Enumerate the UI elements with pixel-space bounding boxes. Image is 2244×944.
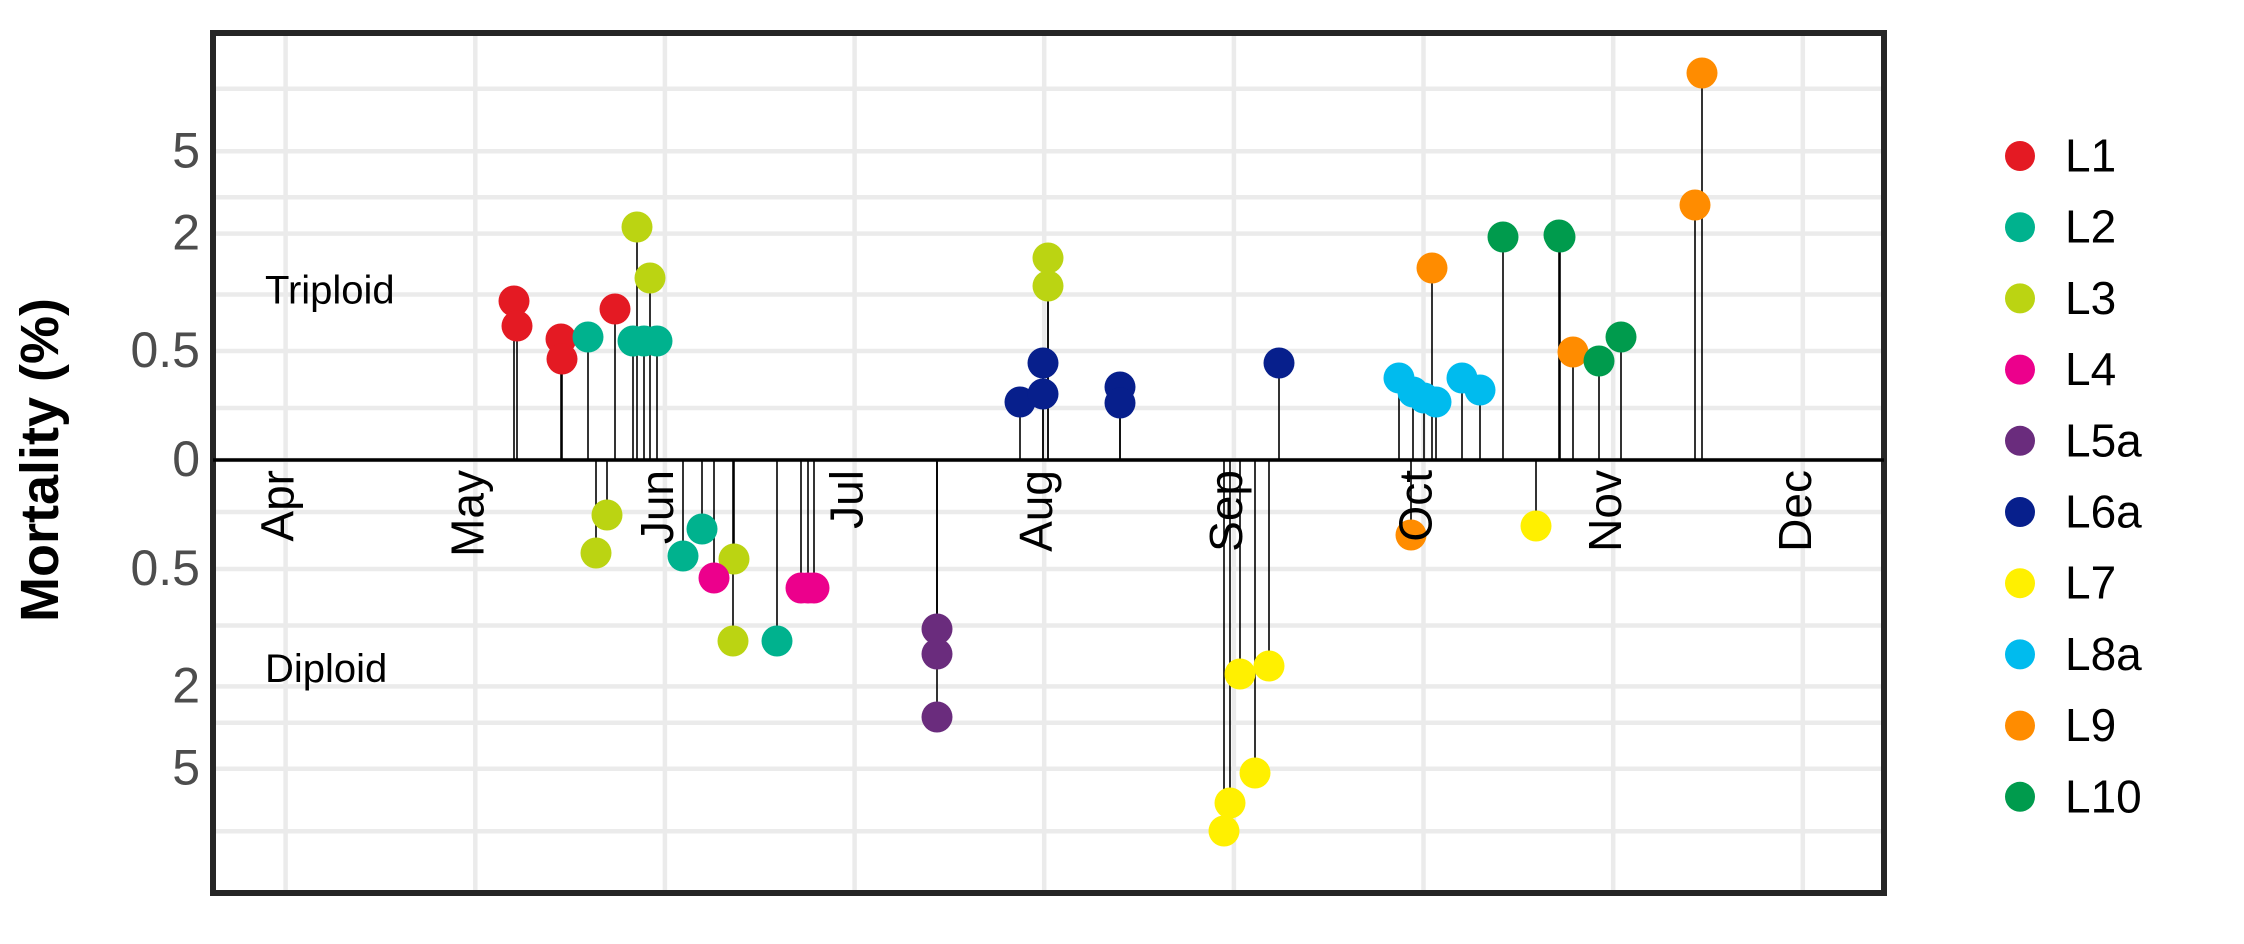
svg-text:0.5: 0.5 [130,540,200,596]
svg-text:L1: L1 [2065,130,2116,182]
svg-text:Jun: Jun [631,470,683,544]
svg-text:Apr: Apr [252,470,304,542]
svg-text:Dec: Dec [1769,470,1821,552]
svg-text:Jul: Jul [821,470,873,529]
svg-text:0.5: 0.5 [130,322,200,378]
svg-text:L9: L9 [2065,699,2116,751]
svg-text:Nov: Nov [1579,470,1631,552]
svg-text:L2: L2 [2065,201,2116,253]
svg-text:L7: L7 [2065,557,2116,609]
svg-text:L3: L3 [2065,272,2116,324]
svg-text:Oct: Oct [1390,470,1442,542]
svg-text:0: 0 [172,431,200,487]
svg-text:L6a: L6a [2065,486,2142,538]
svg-text:May: May [441,470,493,557]
svg-text:2: 2 [172,657,200,713]
svg-text:Triploid: Triploid [265,269,395,313]
svg-text:L4: L4 [2065,343,2116,395]
svg-text:Aug: Aug [1010,470,1062,552]
svg-text:L5a: L5a [2065,414,2142,466]
svg-text:L8a: L8a [2065,628,2142,680]
svg-text:5: 5 [172,740,200,796]
svg-text:Mortality (%): Mortality (%) [10,298,70,622]
svg-text:5: 5 [172,122,200,178]
svg-text:Sep: Sep [1200,470,1252,552]
svg-text:2: 2 [172,205,200,261]
svg-text:Diploid: Diploid [265,647,387,691]
svg-text:L10: L10 [2065,770,2142,822]
